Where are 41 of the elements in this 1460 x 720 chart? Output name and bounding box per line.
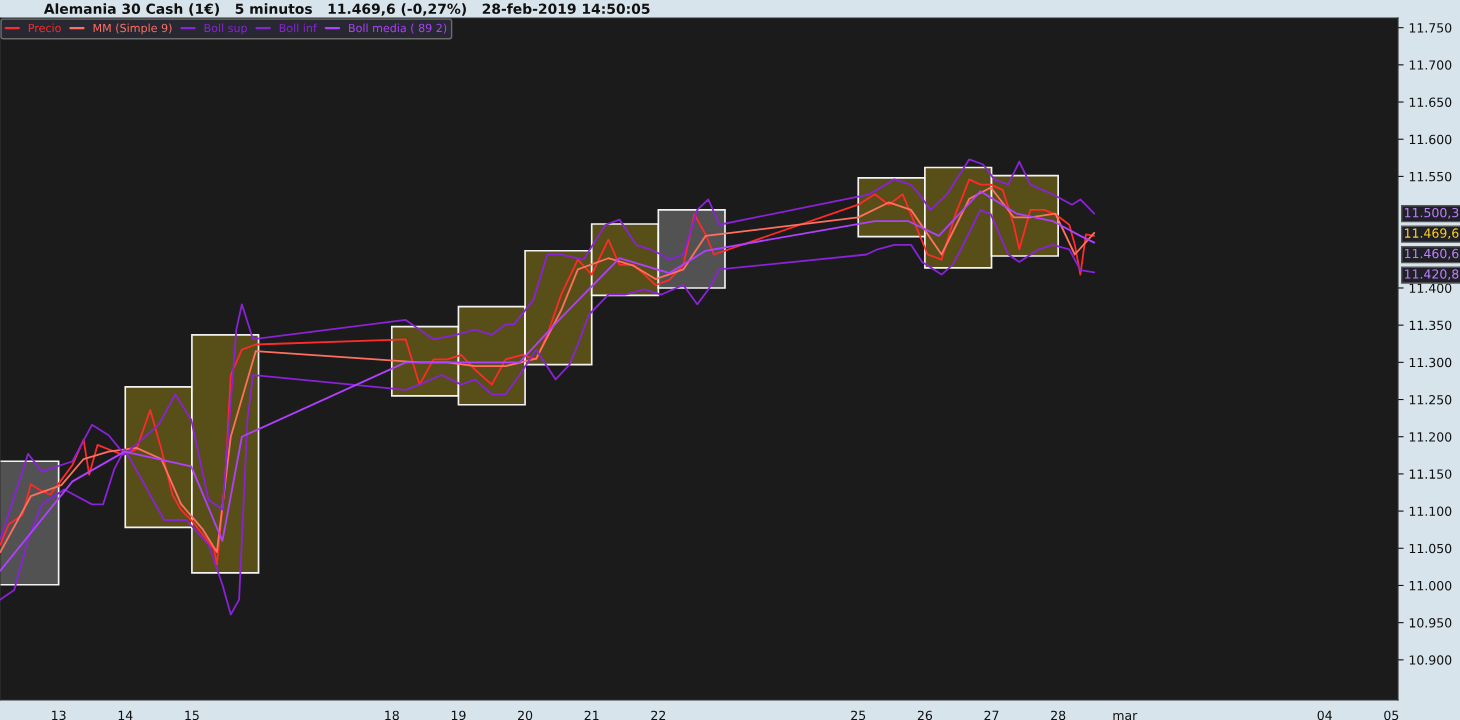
y-tick-label: 11.600 bbox=[1409, 134, 1452, 145]
x-tick-label: 04 bbox=[1317, 710, 1332, 720]
y-tick-label: 11.700 bbox=[1409, 60, 1452, 70]
legend-label: MM (Simple 9) bbox=[93, 23, 172, 35]
y-tick-label: 11.200 bbox=[1409, 432, 1452, 442]
x-tick-label: 15 bbox=[185, 710, 199, 720]
text: 11.420,8 bbox=[1404, 269, 1459, 281]
y-tick-label: 11.050 bbox=[1409, 543, 1452, 554]
text: 11.469,6 bbox=[1404, 228, 1459, 240]
y-tick-label: 11.000 bbox=[1409, 580, 1452, 591]
x-tick-label: 28 bbox=[1051, 710, 1066, 720]
x-tick-label: 20 bbox=[518, 710, 533, 720]
x-tick-label: mar bbox=[1113, 712, 1138, 720]
y-tick-label: 11.100 bbox=[1409, 506, 1452, 517]
y-tick-label: 11.150 bbox=[1409, 469, 1452, 479]
legend-label: Boll inf bbox=[279, 23, 318, 33]
y-tick-label: 10.950 bbox=[1409, 618, 1452, 628]
y-tick-label: 11.550 bbox=[1409, 171, 1452, 182]
x-tick-label: 19 bbox=[451, 710, 466, 720]
y-tick-label: 11.300 bbox=[1409, 357, 1452, 368]
legend-label: Precio bbox=[28, 23, 61, 33]
x-tick-label: 18 bbox=[385, 710, 399, 720]
legend-label: Boll sup bbox=[204, 23, 247, 35]
x-tick-label: 26 bbox=[917, 710, 933, 720]
chart-title: Alemania 30 Cash (1€) 5 minutos 11.469,6 (-0,27%) 28-feb-2019 14:50:05 bbox=[43, 3, 650, 16]
x-tick-label: 05 bbox=[1384, 710, 1399, 720]
text: 11.460,6 bbox=[1404, 248, 1459, 260]
y-tick-label: 11.400 bbox=[1409, 283, 1452, 293]
y-tick-label: 11.750 bbox=[1409, 23, 1452, 33]
legend-label: Boll media ( 89 2) bbox=[349, 23, 447, 34]
y-tick-label: 11.250 bbox=[1409, 395, 1452, 405]
x-tick-label: 25 bbox=[851, 710, 866, 720]
x-tick-label: 27 bbox=[984, 710, 999, 720]
y-tick-label: 11.350 bbox=[1409, 320, 1452, 331]
x-tick-label: 22 bbox=[651, 710, 666, 720]
text: 11.500,3 bbox=[1404, 207, 1459, 219]
x-tick-label: 13 bbox=[52, 710, 66, 720]
x-tick-label: 14 bbox=[118, 710, 133, 720]
y-tick-label: 11.650 bbox=[1409, 97, 1452, 107]
x-tick-label: 21 bbox=[584, 710, 599, 720]
y-tick-label: 10.900 bbox=[1409, 655, 1452, 665]
